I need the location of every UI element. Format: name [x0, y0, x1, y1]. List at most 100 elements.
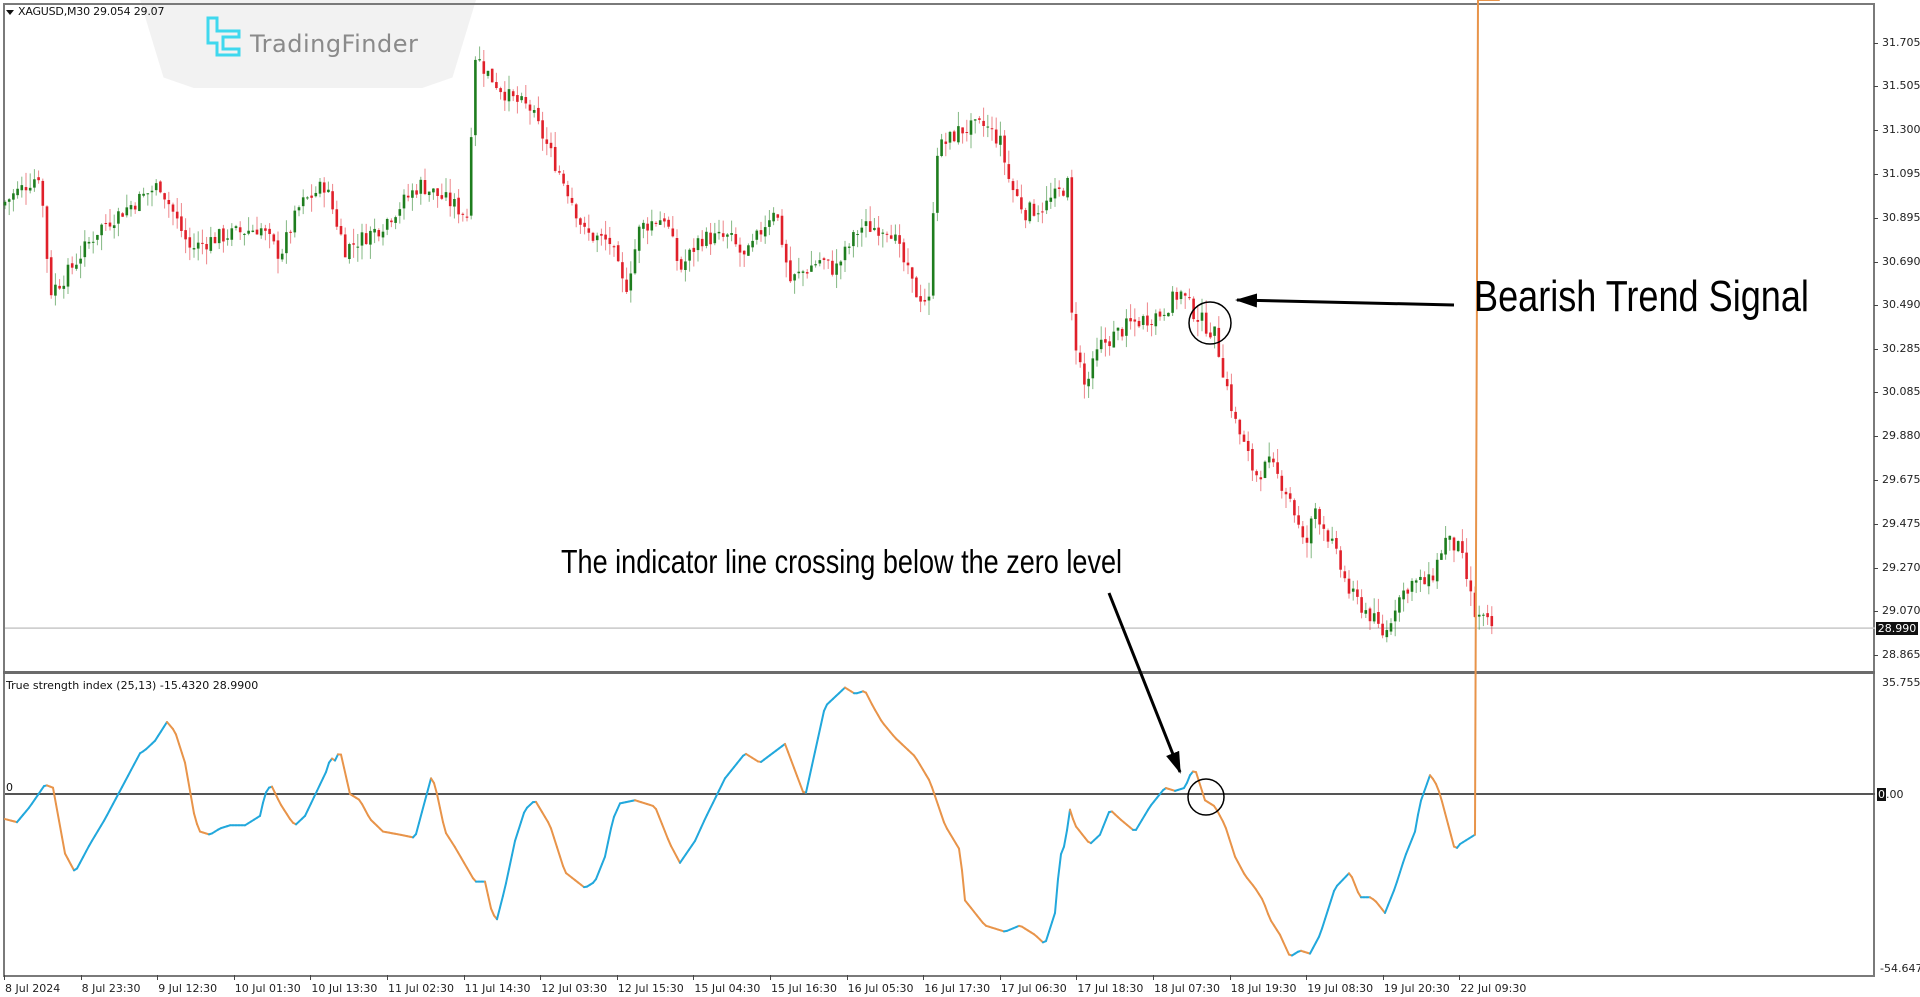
bull-candle — [1435, 553, 1439, 589]
time-label: 11 Jul 02:30 — [388, 982, 454, 995]
bull-candle — [1036, 205, 1040, 223]
tsi-line-segment — [82, 850, 87, 859]
tsi-line-segment — [496, 906, 501, 921]
bull-candle — [1179, 289, 1183, 305]
bear-candle — [1335, 530, 1338, 555]
bull-candle — [881, 229, 885, 248]
bear-candle — [583, 216, 586, 235]
tsi-line-segment — [610, 815, 615, 830]
bear-candle — [721, 220, 725, 242]
bear-candle — [180, 203, 183, 238]
bull-candle — [230, 223, 234, 247]
tsi-line-segment — [187, 778, 192, 798]
price-label: 29.880 — [1882, 429, 1920, 443]
bull-candle — [1099, 326, 1103, 353]
bear-candle — [264, 224, 267, 241]
tsi-line-segment — [340, 753, 345, 769]
bull-candle — [860, 219, 864, 247]
tsi-line-segment — [112, 797, 117, 806]
bear-candle — [1469, 566, 1473, 606]
bull-candle — [1330, 526, 1334, 544]
tsi-line-segment — [817, 723, 822, 740]
tsi-line-segment — [76, 861, 81, 870]
price-tick — [1874, 567, 1878, 569]
tsi-line-segment — [517, 821, 522, 833]
bear-candle — [553, 132, 557, 173]
tsi-line-segment — [877, 714, 882, 722]
signal-circle-price — [1188, 301, 1232, 345]
tsi-line-segment — [607, 827, 612, 844]
bull-candle — [1162, 308, 1166, 321]
bear-candle — [1158, 308, 1162, 321]
bull-candle — [247, 217, 250, 236]
collapse-triangle-icon[interactable] — [6, 9, 14, 15]
tsi-indicator-canvas[interactable] — [0, 0, 1875, 980]
tsi-line-segment — [124, 774, 129, 783]
bull-candle — [356, 233, 360, 262]
bear-candle — [1221, 344, 1225, 378]
bear-candle — [272, 233, 276, 245]
tsi-line-segment — [511, 839, 516, 857]
bull-candle — [730, 220, 733, 242]
tsi-line-segment — [928, 778, 933, 789]
tsi-line-segment — [1186, 774, 1191, 784]
bull-candle — [629, 261, 633, 303]
time-label: 15 Jul 04:30 — [694, 982, 761, 995]
bear-candle — [1015, 180, 1019, 197]
tsi-line-segment — [262, 791, 267, 804]
time-tick — [1153, 975, 1154, 980]
panel-divider[interactable] — [3, 671, 1875, 674]
bull-candle — [1112, 320, 1116, 348]
bear-candle — [566, 180, 570, 204]
tsi-line-segment — [109, 803, 114, 811]
bear-candle — [70, 256, 74, 275]
bull-candle — [360, 223, 364, 260]
bear-candle — [1293, 498, 1296, 523]
bull-candle — [196, 231, 200, 261]
price-chart-canvas[interactable] — [0, 0, 1875, 672]
tsi-line-segment — [796, 774, 801, 785]
bull-candle — [54, 273, 57, 306]
tsi-line-segment — [658, 815, 663, 826]
bear-candle — [503, 81, 507, 111]
arrow-to-signal — [1235, 293, 1455, 308]
bear-candle — [108, 209, 112, 231]
bear-candle — [58, 279, 61, 290]
bear-candle — [1150, 319, 1153, 337]
bull-candle — [381, 224, 385, 246]
tsi-line-segment — [181, 752, 186, 764]
bear-candle — [625, 267, 628, 294]
tsi-line-segment — [274, 791, 279, 801]
bull-candle — [91, 231, 95, 254]
price-label: 31.300 — [1882, 123, 1920, 137]
bull-candle — [1167, 312, 1170, 317]
bear-candle — [1175, 287, 1179, 310]
tsi-line-segment — [712, 795, 717, 804]
bear-candle — [709, 222, 712, 255]
tsi-line-segment — [601, 855, 606, 866]
bear-candle — [390, 218, 393, 228]
tsi-line-segment — [322, 771, 327, 780]
bear-candle — [1326, 528, 1330, 548]
bull-candle — [402, 189, 406, 220]
bear-candle — [335, 200, 339, 230]
bull-candle — [810, 250, 813, 272]
bear-candle — [759, 221, 763, 242]
bear-candle — [201, 229, 204, 255]
time-label: 8 Jul 2024 — [5, 982, 61, 995]
zero-cross-annotation: The indicator line crossing below the ze… — [561, 543, 1123, 580]
price-tick — [1874, 436, 1878, 438]
bear-candle — [406, 183, 410, 202]
bear-candle — [805, 269, 809, 279]
tsi-line-segment — [706, 807, 711, 816]
tsi-line-segment — [1327, 899, 1332, 911]
bull-candle — [931, 201, 935, 299]
tsi-line-segment — [1099, 826, 1104, 836]
bear-candle — [587, 214, 591, 241]
time-label: 16 Jul 17:30 — [924, 982, 991, 995]
bear-candle — [612, 244, 616, 257]
bull-candle — [394, 215, 397, 230]
time-label: 19 Jul 08:30 — [1307, 982, 1374, 995]
tsi-line-segment — [616, 802, 621, 812]
